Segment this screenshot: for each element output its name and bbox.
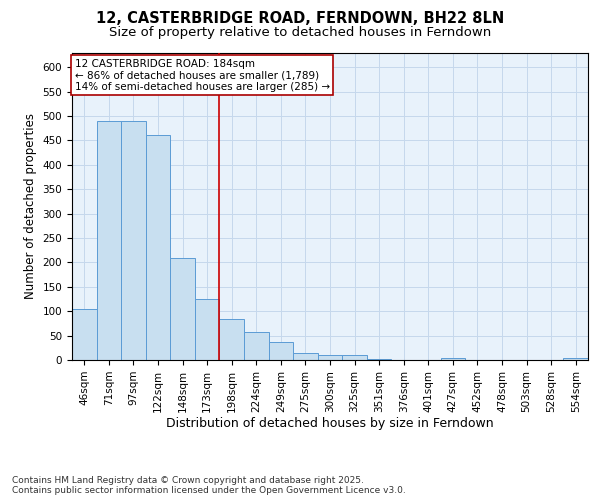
Y-axis label: Number of detached properties: Number of detached properties <box>24 114 37 299</box>
Bar <box>563 358 588 360</box>
Bar <box>146 136 170 360</box>
Text: 12, CASTERBRIDGE ROAD, FERNDOWN, BH22 8LN: 12, CASTERBRIDGE ROAD, FERNDOWN, BH22 8L… <box>96 11 504 26</box>
Bar <box>121 121 146 360</box>
Bar <box>170 258 195 360</box>
Text: Size of property relative to detached houses in Ferndown: Size of property relative to detached ho… <box>109 26 491 39</box>
Bar <box>220 320 244 360</box>
Bar <box>367 358 391 360</box>
Bar <box>342 354 367 360</box>
Bar <box>195 299 220 360</box>
Bar <box>244 332 269 360</box>
Text: 12 CASTERBRIDGE ROAD: 184sqm
← 86% of detached houses are smaller (1,789)
14% of: 12 CASTERBRIDGE ROAD: 184sqm ← 86% of de… <box>74 58 330 92</box>
Bar <box>318 355 342 360</box>
Bar <box>293 352 318 360</box>
Text: Contains HM Land Registry data © Crown copyright and database right 2025.
Contai: Contains HM Land Registry data © Crown c… <box>12 476 406 495</box>
X-axis label: Distribution of detached houses by size in Ferndown: Distribution of detached houses by size … <box>166 418 494 430</box>
Bar <box>72 308 97 360</box>
Bar <box>269 342 293 360</box>
Bar <box>97 121 121 360</box>
Bar <box>440 358 465 360</box>
